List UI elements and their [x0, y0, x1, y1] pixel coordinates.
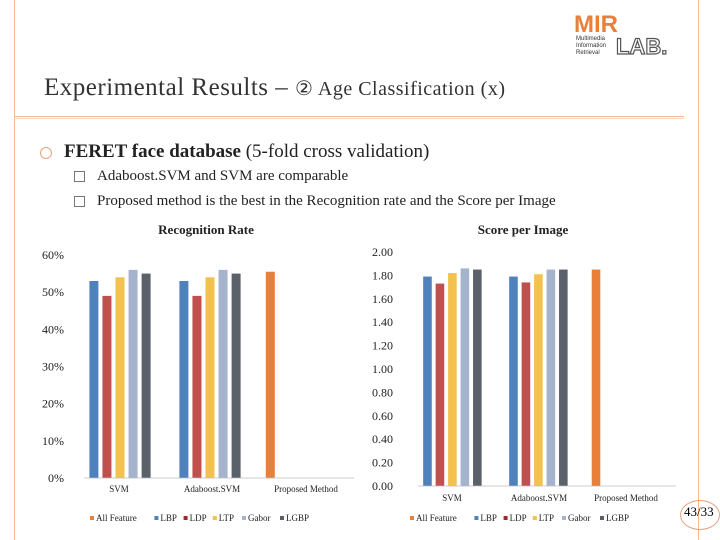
y-tick-label: 30% [42, 360, 64, 374]
bar-lgbp [265, 271, 275, 478]
y-tick-label: 0.40 [372, 432, 393, 446]
logo-line-3: Retrieval [576, 50, 600, 56]
left-border-line [14, 0, 15, 540]
y-tick-label: 1.80 [372, 268, 393, 282]
y-tick-label: 2.00 [372, 245, 393, 259]
bullet-rest-text: (5-fold cross validation) [240, 141, 430, 162]
title-underline [14, 116, 684, 117]
legend-swatch [280, 516, 284, 520]
legend-swatch [90, 516, 94, 520]
x-category-label: Adaboost.SVM [184, 484, 240, 494]
bar-gabor [231, 273, 241, 478]
sub-bullet-1: Adaboost.SVM and SVM are comparable [74, 168, 348, 185]
y-tick-label: 1.00 [372, 362, 393, 376]
bullet-bold-text: FERET face database [64, 141, 241, 162]
bar-ltp [128, 269, 138, 478]
sub-bullet-1-text: Adaboost.SVM and SVM are comparable [97, 168, 349, 184]
legend-swatch [562, 516, 566, 520]
bar-all-feature [179, 281, 189, 478]
bar-ldp [448, 273, 457, 486]
legend-swatch [474, 516, 479, 520]
legend-swatch [212, 516, 217, 520]
logo-line-2: Information [576, 43, 606, 49]
legend-swatch [410, 516, 414, 520]
y-tick-label: 0.60 [372, 409, 393, 423]
page-number-text: 43/33 [684, 504, 714, 519]
legend-label: LGBP [606, 513, 629, 523]
y-tick-label: 50% [42, 285, 64, 299]
bar-all-feature [509, 276, 518, 486]
legend-label: All Feature [416, 513, 457, 523]
legend-label: LBP [480, 513, 497, 523]
legend-swatch [242, 516, 246, 520]
x-category-label: SVM [109, 484, 129, 494]
bar-all-feature [423, 276, 432, 486]
legend-label: LBP [160, 513, 177, 523]
y-tick-label: 10% [42, 434, 64, 448]
logo-line-1: Multimedia [576, 36, 606, 42]
legend-swatch [600, 516, 604, 520]
bar-ltp [218, 269, 228, 478]
bullet-circle-icon [40, 146, 52, 159]
sub-bullet-2: Proposed method is the best in the Recog… [74, 193, 556, 210]
y-tick-label: 40% [42, 322, 64, 336]
y-tick-label: 0.20 [372, 456, 393, 470]
bar-lbp [102, 295, 112, 478]
bar-lbp [192, 295, 202, 478]
checkbox-square-icon [74, 196, 85, 208]
bar-ldp [534, 274, 543, 486]
legend-label: Gabor [248, 513, 271, 523]
y-tick-label: 1.60 [372, 292, 393, 306]
legend-swatch [183, 516, 188, 520]
legend-label: Gabor [568, 513, 591, 523]
x-category-label: SVM [442, 493, 462, 503]
legend-label: LDP [190, 513, 207, 523]
bar-gabor [141, 273, 151, 478]
y-tick-label: 20% [42, 397, 64, 411]
x-category-label: Adaboost.SVM [511, 493, 567, 503]
bar-all-feature [89, 281, 99, 478]
bar-ltp [546, 269, 556, 486]
bar-lgbp [591, 269, 601, 486]
y-tick-label: 0.00 [372, 479, 393, 493]
checkbox-square-icon [74, 171, 85, 183]
legend-label: LTP [539, 513, 554, 523]
slide-title: Experimental Results – ② Age Classificat… [44, 74, 506, 102]
y-tick-label: 0% [48, 471, 64, 485]
chart-title: Score per Image [478, 222, 569, 237]
legend-swatch [532, 516, 537, 520]
legend-label: LGBP [286, 513, 309, 523]
title-main: Experimental Results – [44, 74, 289, 101]
bar-gabor [473, 269, 482, 486]
title-underline-2 [14, 118, 684, 119]
sub-bullet-2-text: Proposed method is the best in the Recog… [97, 193, 556, 209]
main-bullet: FERET face database (5-fold cross valida… [40, 141, 429, 163]
x-category-label: Proposed Method [274, 484, 338, 494]
bar-gabor [559, 269, 568, 486]
bar-lbp [521, 282, 531, 486]
legend-label: LTP [219, 513, 234, 523]
right-border-line [698, 0, 699, 540]
legend-label: LDP [510, 513, 527, 523]
y-tick-label: 1.40 [372, 315, 393, 329]
bar-ltp [460, 268, 470, 486]
logo-mir-text: MIR [574, 11, 618, 38]
bar-ldp [205, 277, 215, 478]
y-tick-label: 1.20 [372, 339, 393, 353]
y-tick-label: 0.80 [372, 385, 393, 399]
bar-ldp [115, 277, 125, 478]
logo-lab-text: LAB. [616, 34, 667, 58]
x-category-label: Proposed Method [594, 493, 658, 503]
mirlab-logo: MIR Multimedia Information Retrieval LAB… [574, 11, 668, 58]
legend-swatch [154, 516, 159, 520]
legend-label: All Feature [96, 513, 137, 523]
chart-title: Recognition Rate [158, 222, 254, 237]
title-sub: ② Age Classification (x) [295, 78, 506, 100]
y-tick-label: 60% [42, 248, 64, 262]
bar-lbp [435, 283, 445, 486]
legend-swatch [503, 516, 508, 520]
